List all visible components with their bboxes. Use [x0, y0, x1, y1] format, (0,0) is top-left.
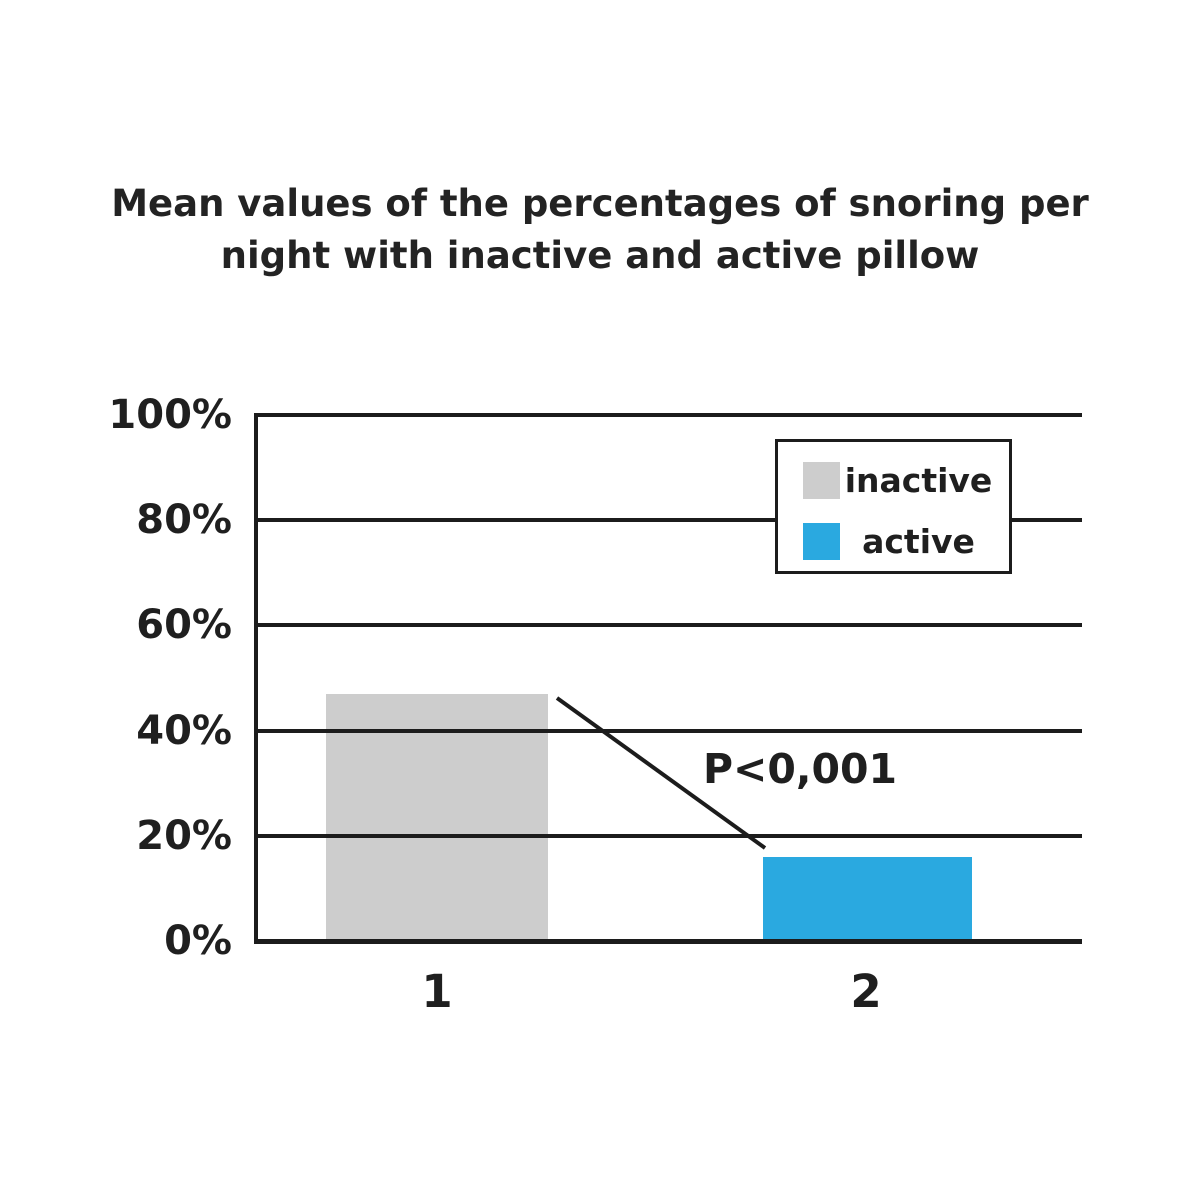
bar-active	[763, 857, 972, 941]
significance-connector-line	[555, 696, 767, 850]
gridline-20	[258, 833, 1082, 838]
y-tick-label-40: 40%	[136, 707, 232, 754]
legend-entry-inactive: inactive	[803, 461, 997, 500]
legend-swatch-active	[803, 523, 840, 560]
chart-title: Mean values of the percentages of snorin…	[0, 178, 1200, 282]
legend: inactive active	[775, 439, 1012, 574]
legend-label-inactive: inactive	[844, 461, 993, 500]
y-tick-label-100: 100%	[108, 392, 232, 438]
y-tick-label-20: 20%	[136, 812, 232, 859]
chart-title-line2: night with inactive and active pillow	[220, 234, 980, 277]
x-tick-label-1: 1	[421, 965, 453, 1018]
y-axis-labels: 100% 80% 60% 40% 20% 0%	[0, 392, 232, 964]
y-tick-label-0: 0%	[164, 918, 232, 964]
significance-connector	[555, 696, 767, 850]
gridline-0	[258, 939, 1082, 944]
gridline-100	[258, 413, 1082, 417]
y-axis-line	[254, 413, 258, 944]
legend-swatch-inactive	[803, 462, 840, 499]
p-value-label: P<0,001	[702, 745, 898, 793]
bar-inactive	[326, 694, 548, 941]
gridline-60	[258, 623, 1082, 628]
plot-area: P<0,001	[254, 413, 1082, 944]
gridline-80	[258, 518, 1082, 523]
gridline-40	[258, 728, 1082, 733]
y-tick-label-60: 60%	[136, 602, 232, 649]
x-tick-label-2: 2	[850, 965, 882, 1018]
legend-label-active: active	[862, 522, 975, 561]
y-tick-label-80: 80%	[136, 497, 232, 544]
chart-title-line1: Mean values of the percentages of snorin…	[111, 182, 1089, 225]
legend-entry-active: active	[803, 522, 997, 561]
